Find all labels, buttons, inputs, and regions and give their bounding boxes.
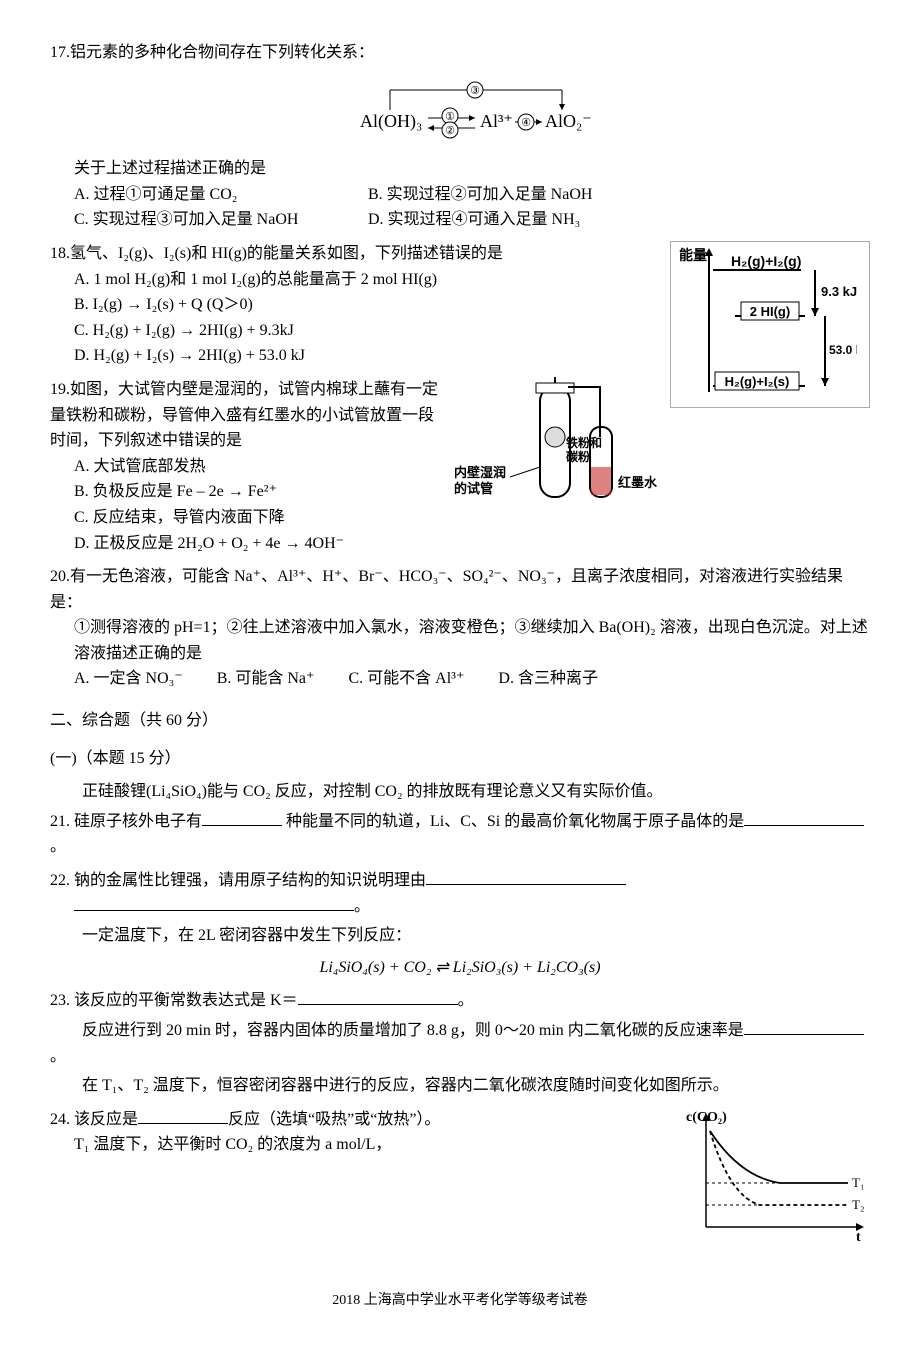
svg-text:②: ②: [445, 125, 455, 137]
diag-right: AlO₂⁻: [545, 111, 592, 131]
svg-text:红墨水: 红墨水: [618, 475, 658, 490]
svg-text:铁粉和: 铁粉和: [566, 435, 602, 450]
q17-num: 17.: [50, 44, 70, 61]
q21-blank1: [202, 825, 282, 826]
question-23: 23. 该反应的平衡常数表达式是 K＝ 。 反应进行到 20 min 时，容器内固…: [50, 988, 870, 1098]
q20-opt-b: B. 可能含 Na⁺: [217, 666, 315, 692]
q23-blank2: [744, 1034, 864, 1035]
svg-text:H₂(g)+I₂(s): H₂(g)+I₂(s): [725, 374, 790, 389]
svg-text:T₁: T₁: [852, 1175, 864, 1190]
question-21: 21. 硅原子核外电子有 种能量不同的轨道，Li、C、Si 的最高价氧化物属于原…: [50, 809, 870, 860]
q23-p2: 。: [458, 992, 474, 1009]
section-2-intro: 正硅酸锂(Li₄SiO₄)能与 CO₂ 反应，对控制 CO₂ 的排放既有理论意义…: [50, 779, 870, 805]
question-22: 22. 钠的金属性比锂强，请用原子结构的知识说明理由 。 一定温度下，在 2L …: [50, 868, 870, 980]
q19-num: 19.: [50, 381, 70, 398]
section-2-sub1: (一)（本题 15 分）: [50, 746, 870, 772]
diag-left: Al(OH)₃: [360, 111, 422, 132]
svg-text:t: t: [856, 1230, 861, 1245]
q24-p1: 该反应是: [74, 1111, 138, 1128]
svg-text:能量: 能量: [679, 247, 707, 263]
svg-text:的试管: 的试管: [454, 481, 493, 496]
q20-line2: ①测得溶液的 pH=1；②往上述溶液中加入氯水，溶液变橙色；③继续加入 Ba(O…: [50, 615, 870, 666]
svg-text:53.0 kJ: 53.0 kJ: [829, 343, 857, 357]
diag-mid: Al³⁺: [480, 111, 513, 131]
q22-p2: 。: [354, 898, 370, 915]
svg-text:内壁湿润: 内壁湿润: [454, 465, 506, 480]
q24-blank1: [138, 1123, 228, 1124]
q24-concentration-chart: c(CO₂) t T₁ T₂: [680, 1107, 870, 1256]
question-18: 能量 H₂(g)+I₂(g) 2 HI(g) H₂(g)+I₂(s) 9.3 k…: [50, 241, 870, 369]
q21-blank2: [744, 825, 864, 826]
q17-stem: 铝元素的多种化合物间存在下列转化关系：: [70, 44, 374, 61]
q17-sub: 关于上述过程描述正确的是: [50, 156, 870, 182]
svg-text:T₂: T₂: [852, 1197, 864, 1212]
section-2-title: 二、综合题（共 60 分）: [50, 708, 870, 734]
q22-p1: 钠的金属性比锂强，请用原子结构的知识说明理由: [74, 872, 426, 889]
svg-text:H₂(g)+I₂(g): H₂(g)+I₂(g): [731, 253, 801, 269]
q24-p2: 反应（选填“吸热”或“放热”）。: [228, 1111, 440, 1128]
svg-text:③: ③: [470, 85, 480, 97]
q23-num: 23.: [50, 992, 70, 1009]
q20-options: A. 一定含 NO₃⁻ B. 可能含 Na⁺ C. 可能不含 Al³⁺ D. 含…: [50, 666, 870, 692]
question-17: 17.铝元素的多种化合物间存在下列转化关系： Al(OH)₃ Al³⁺ AlO₂…: [50, 40, 870, 233]
q20-num: 20.: [50, 568, 70, 585]
q19-stem: 如图，大试管内壁是湿润的，试管内棉球上蘸有一定量铁粉和碳粉，导管伸入盛有红墨水的…: [50, 381, 438, 449]
q17-diagram: Al(OH)₃ Al³⁺ AlO₂⁻ ① ② ④ ③: [50, 72, 870, 151]
q17-options: A. 过程①可通足量 CO₂ B. 实现过程②可加入足量 NaOH C. 实现过…: [50, 182, 870, 233]
q17-opt-c: C. 实现过程③可加入足量 NaOH: [74, 207, 334, 233]
question-20: 20.有一无色溶液，可能含 Na⁺、Al³⁺、H⁺、Br⁻、HCO₃⁻、SO₄²…: [50, 564, 870, 692]
q22-num: 22.: [50, 872, 70, 889]
svg-text:碳粉: 碳粉: [566, 449, 590, 464]
question-24: c(CO₂) t T₁ T₂ 24. 该反应是反应（选填“吸热”或“放热”）。 …: [50, 1107, 870, 1261]
q23-p4: 在 T₁、T₂ 温度下，恒容密闭容器中进行的反应，容器内二氧化碳浓度随时间变化如…: [50, 1073, 870, 1099]
q17-opt-a: A. 过程①可通足量 CO₂: [74, 182, 334, 208]
q22-intro2: 一定温度下，在 2L 密闭容器中发生下列反应：: [50, 923, 870, 949]
q17-opt-b: B. 实现过程②可加入足量 NaOH: [368, 182, 592, 208]
q22-blank2: [74, 910, 354, 911]
svg-text:④: ④: [521, 117, 531, 129]
q21-num: 21.: [50, 813, 70, 830]
q23-p1: 该反应的平衡常数表达式是 K＝: [74, 992, 298, 1009]
q23-p3a: 反应进行到 20 min 时，容器内固体的质量增加了 8.8 g，则 0～20 …: [82, 1022, 744, 1039]
svg-text:①: ①: [445, 111, 455, 123]
q20-opt-d: D. 含三种离子: [498, 666, 598, 692]
q20-opt-a: A. 一定含 NO₃⁻: [74, 666, 183, 692]
q18-num: 18.: [50, 245, 70, 262]
q21-p2: 种能量不同的轨道，Li、C、Si 的最高价氧化物属于原子晶体的是: [286, 813, 744, 830]
q20-opt-c: C. 可能不含 Al³⁺: [348, 666, 464, 692]
q23-blank1: [298, 1004, 458, 1005]
q18-energy-diagram: 能量 H₂(g)+I₂(g) 2 HI(g) H₂(g)+I₂(s) 9.3 k…: [670, 241, 870, 408]
svg-text:9.3 kJ: 9.3 kJ: [821, 284, 857, 299]
q20-stem: 有一无色溶液，可能含 Na⁺、Al³⁺、H⁺、Br⁻、HCO₃⁻、SO₄²⁻、N…: [50, 568, 843, 611]
q17-opt-d: D. 实现过程④可通入足量 NH₃: [368, 207, 580, 233]
svg-text:2 HI(g): 2 HI(g): [750, 304, 790, 319]
q22-blank1: [426, 884, 626, 885]
q24-num: 24.: [50, 1111, 70, 1128]
q23-p3b: 。: [50, 1048, 66, 1065]
q21-p1: 硅原子核外电子有: [74, 813, 202, 830]
q21-p3: 。: [50, 838, 66, 855]
q19-apparatus-figure: 内壁湿润 的试管 铁粉和 碳粉 红墨水: [450, 377, 660, 536]
q18-stem: 氢气、I₂(g)、I₂(s)和 HI(g)的能量关系如图，下列描述错误的是: [70, 245, 503, 262]
q22-formula: Li₄SiO₄(s) + CO₂ ⇌ Li₂SiO₃(s) + Li₂CO₃(s…: [50, 955, 870, 981]
